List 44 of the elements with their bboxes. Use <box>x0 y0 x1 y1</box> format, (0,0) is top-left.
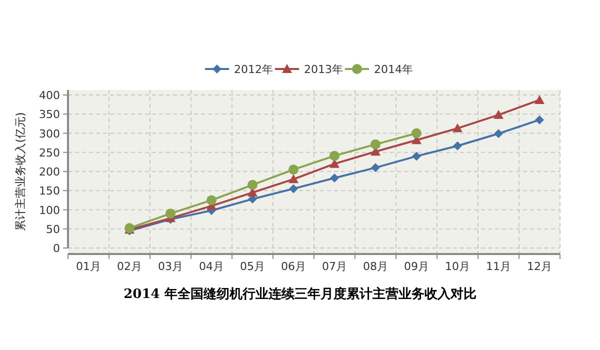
point <box>289 184 298 194</box>
y-tick-label: 400 <box>39 89 60 102</box>
x-tick-label: 04月 <box>199 260 224 273</box>
point <box>330 150 340 161</box>
point <box>535 115 544 124</box>
legend-label: 2012年 <box>234 63 273 76</box>
y-tick-label: 300 <box>39 127 60 140</box>
y-tick-label: 50 <box>46 222 60 236</box>
x-tick-label: 05月 <box>240 260 265 273</box>
point <box>370 139 380 150</box>
x-tick-label: 11月 <box>486 260 511 273</box>
x-tick-label: 10月 <box>445 260 470 273</box>
y-tick-label: 250 <box>39 146 60 160</box>
y-tick-label: 0 <box>53 242 60 255</box>
point <box>371 163 380 172</box>
legend-label: 2014年 <box>374 63 413 76</box>
point <box>412 128 422 138</box>
point <box>166 208 176 219</box>
x-tick-label: 02月 <box>117 260 142 273</box>
point <box>330 174 339 183</box>
point <box>453 141 462 150</box>
x-tick-label: 01月 <box>76 260 101 273</box>
y-axis-title: 累计主营业务收入(亿元) <box>14 112 27 231</box>
y-tick-label: 150 <box>39 184 60 198</box>
point <box>288 174 298 184</box>
y-tick-label: 200 <box>39 166 60 178</box>
x-tick-label: 06月 <box>281 260 306 273</box>
y-tick-label: 100 <box>39 204 60 217</box>
x-tick-label: 09月 <box>404 260 429 273</box>
x-tick-label: 08月 <box>363 260 388 273</box>
x-tick-label: 07月 <box>322 260 347 273</box>
point <box>452 123 462 132</box>
x-tick-label: 03月 <box>158 260 183 273</box>
point <box>248 180 258 190</box>
y-tick-label: 350 <box>39 108 60 122</box>
point <box>534 94 544 104</box>
point <box>412 152 421 161</box>
point <box>494 129 503 138</box>
text: 2014 年全国缝纫机行业连续三年月度累计主营业务收入对比 <box>124 286 476 302</box>
point <box>288 164 298 175</box>
point <box>494 110 504 119</box>
legend-label: 2013年 <box>304 63 343 76</box>
x-tick-label: 12月 <box>527 260 552 273</box>
point <box>206 195 216 206</box>
